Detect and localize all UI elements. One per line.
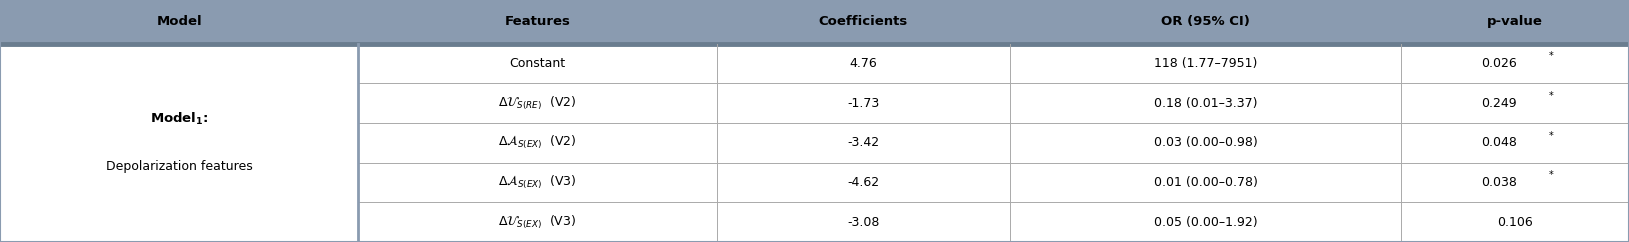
Bar: [1401, 0, 1629, 44]
Text: *: *: [1549, 170, 1552, 180]
Text: Depolarization features: Depolarization features: [106, 160, 252, 174]
Text: Constant: Constant: [510, 57, 565, 70]
Text: 0.249: 0.249: [1481, 97, 1517, 110]
Text: OR (95% CI): OR (95% CI): [1161, 15, 1249, 28]
Text: 0.048: 0.048: [1481, 136, 1517, 149]
Text: $\Delta\mathcal{U}_{S(EX)}$  (V3): $\Delta\mathcal{U}_{S(EX)}$ (V3): [498, 213, 577, 231]
Text: 0.038: 0.038: [1481, 176, 1517, 189]
Bar: [0, 0, 358, 44]
Text: *: *: [1549, 91, 1552, 101]
Text: Coefficients: Coefficients: [819, 15, 907, 28]
Text: -3.42: -3.42: [847, 136, 880, 149]
Text: -3.08: -3.08: [847, 216, 880, 229]
Text: 0.05 (0.00–1.92): 0.05 (0.00–1.92): [1153, 216, 1258, 229]
Text: Model: Model: [156, 15, 202, 28]
Text: 0.03 (0.00–0.98): 0.03 (0.00–0.98): [1153, 136, 1258, 149]
Text: 4.76: 4.76: [849, 57, 878, 70]
Text: 0.18 (0.01–3.37): 0.18 (0.01–3.37): [1153, 97, 1258, 110]
Text: $\Delta\mathcal{A}_{S(EX)}$  (V3): $\Delta\mathcal{A}_{S(EX)}$ (V3): [498, 174, 577, 191]
Text: $\Delta\mathcal{A}_{S(EX)}$  (V2): $\Delta\mathcal{A}_{S(EX)}$ (V2): [498, 134, 577, 151]
Text: -1.73: -1.73: [847, 97, 880, 110]
Text: 0.026: 0.026: [1481, 57, 1517, 70]
Bar: [358, 0, 717, 44]
Bar: [1010, 0, 1401, 44]
Text: 0.106: 0.106: [1497, 216, 1533, 229]
Text: $\mathbf{Model_1}$:: $\mathbf{Model_1}$:: [150, 111, 209, 127]
Text: Features: Features: [505, 15, 570, 28]
Text: 0.01 (0.00–0.78): 0.01 (0.00–0.78): [1153, 176, 1258, 189]
Text: *: *: [1549, 51, 1552, 61]
Bar: [717, 0, 1010, 44]
Text: 118 (1.77–7951): 118 (1.77–7951): [1153, 57, 1258, 70]
Text: p-value: p-value: [1487, 15, 1543, 28]
Text: $\Delta\mathcal{U}_{S(RE)}$  (V2): $\Delta\mathcal{U}_{S(RE)}$ (V2): [498, 94, 577, 112]
Text: -4.62: -4.62: [847, 176, 880, 189]
Text: *: *: [1549, 130, 1552, 141]
